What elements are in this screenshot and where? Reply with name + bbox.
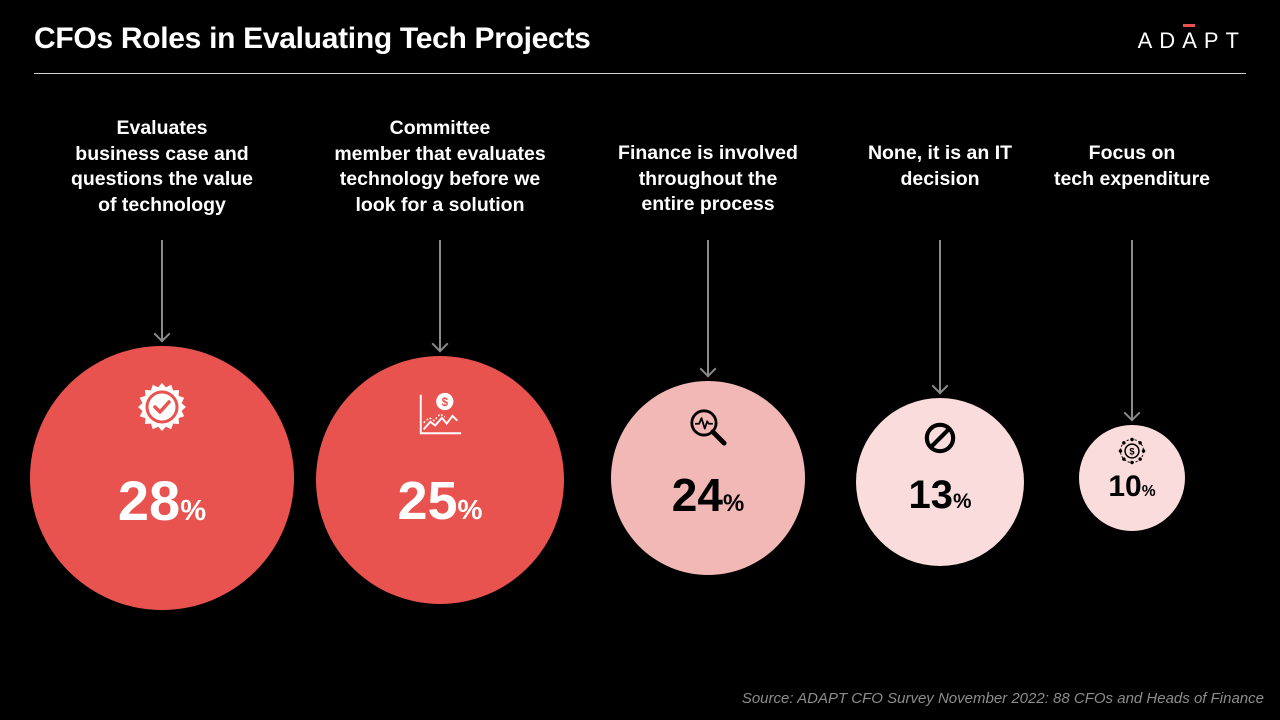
category-label: Evaluates business case and questions th…: [70, 117, 254, 216]
arrow-head: [431, 335, 449, 353]
percent-number: 10: [1108, 469, 1142, 503]
arrow-stem: [439, 240, 441, 350]
percent-value: 13%: [840, 473, 1040, 518]
percent-value: 24%: [608, 468, 808, 522]
value-bubble: [1079, 425, 1185, 531]
arrow-stem: [707, 240, 709, 375]
percent-number: 25: [397, 470, 458, 531]
percent-sign: %: [722, 489, 745, 517]
source-footnote: Source: ADAPT CFO Survey November 2022: …: [741, 690, 1264, 707]
page-title: CFOs Roles in Evaluating Tech Projects: [34, 22, 591, 55]
value-bubble: [611, 381, 805, 575]
category-label: Focus on tech expenditure: [1053, 142, 1211, 190]
badge-check-icon: [136, 381, 188, 433]
percent-sign: %: [180, 494, 207, 527]
category-label: Committee member that evaluates technolo…: [334, 117, 546, 216]
percent-value: 25%: [340, 470, 540, 532]
arrow-stem: [939, 240, 941, 392]
arrow-head: [699, 360, 717, 378]
percent-value: 28%: [62, 468, 262, 533]
arrow-stem: [1131, 240, 1133, 419]
arrow-head: [1123, 404, 1141, 422]
percent-sign: %: [1141, 482, 1156, 500]
percent-number: 28: [117, 468, 181, 532]
arrow-head: [153, 325, 171, 343]
title-divider: [34, 73, 1246, 74]
svg-text:$: $: [442, 397, 449, 409]
dollar-chart-icon: $: [415, 389, 465, 439]
percent-sign: %: [457, 493, 483, 525]
category-label: Finance is involved throughout the entir…: [618, 142, 798, 215]
category-label: None, it is an IT decision: [867, 142, 1013, 190]
percent-value: 10%: [1032, 470, 1232, 504]
dollar-network-icon: $: [1117, 436, 1147, 466]
arrow-head: [931, 377, 949, 395]
adapt-logo: ADAPT: [1137, 24, 1246, 53]
prohibited-icon: [922, 420, 958, 456]
arrow-stem: [161, 240, 163, 340]
percent-number: 24: [671, 468, 723, 521]
percent-number: 13: [908, 473, 954, 518]
magnifier-pulse-icon: [687, 406, 729, 448]
percent-sign: %: [953, 490, 972, 514]
svg-text:$: $: [1129, 446, 1134, 456]
